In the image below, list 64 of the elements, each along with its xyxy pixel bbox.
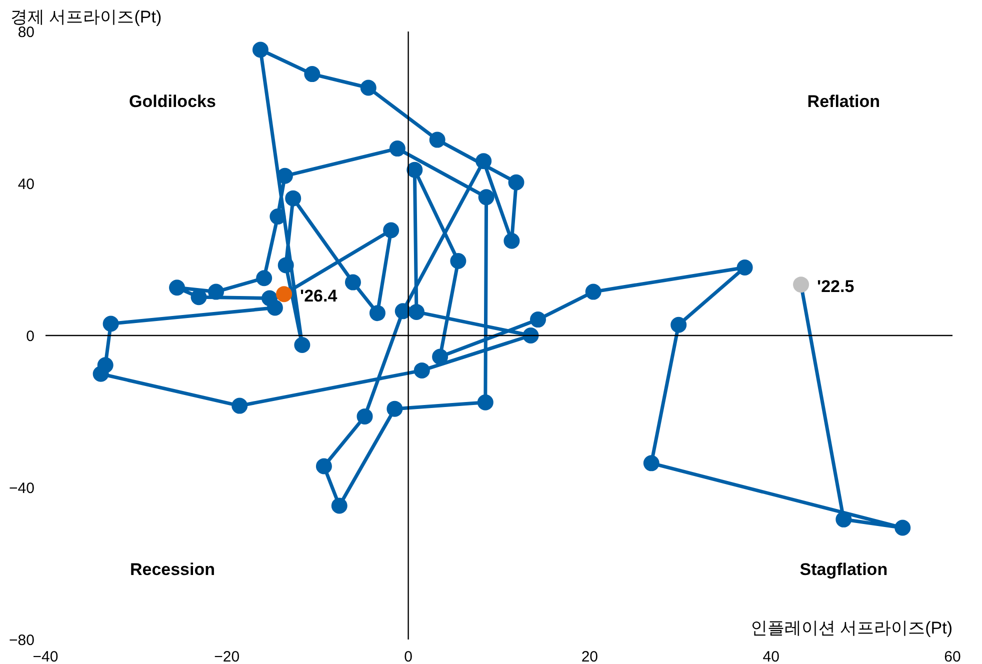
point <box>836 511 852 528</box>
point <box>736 259 753 276</box>
x-tick-label: −20 <box>214 648 240 664</box>
point <box>414 362 430 378</box>
point <box>894 520 911 536</box>
point <box>294 337 310 353</box>
x-tick-label: 20 <box>581 648 598 664</box>
point <box>208 284 224 300</box>
annotation: '22.5 <box>817 277 854 296</box>
point <box>169 280 186 296</box>
point <box>450 253 466 270</box>
y-tick-label: 0 <box>26 328 34 345</box>
point <box>278 257 294 274</box>
x-tick-label: 0 <box>404 648 412 664</box>
point <box>356 408 373 424</box>
point <box>522 328 539 344</box>
point <box>394 303 411 320</box>
annotation: Goldilocks <box>129 92 216 111</box>
point <box>429 132 446 148</box>
point <box>389 140 406 157</box>
point <box>232 398 248 414</box>
x-axis-title: 인플레이션 서프라이즈(Pt) <box>750 618 952 638</box>
y-tick-label: −40 <box>9 480 35 497</box>
point <box>432 348 448 365</box>
point <box>285 190 302 206</box>
point <box>252 42 268 58</box>
point <box>670 316 687 333</box>
x-tick-label: 60 <box>944 648 961 664</box>
point <box>530 312 546 328</box>
x-tick-label: −40 <box>32 648 58 664</box>
point <box>190 289 207 306</box>
point <box>316 458 332 474</box>
annotation: Reflation <box>807 92 880 111</box>
point <box>369 305 386 322</box>
point <box>476 153 492 170</box>
point <box>383 222 400 238</box>
point <box>270 208 286 225</box>
point <box>386 400 403 417</box>
y-axis-title: 경제 서프라이즈(Pt) <box>10 8 162 26</box>
point <box>344 274 361 290</box>
point <box>504 232 520 249</box>
point <box>304 66 320 82</box>
point <box>406 162 423 178</box>
point <box>360 80 376 96</box>
x-tick-label: 40 <box>762 648 780 664</box>
point <box>478 189 494 206</box>
point <box>508 174 524 190</box>
point <box>643 455 660 472</box>
annotation: '26.4 <box>300 286 338 306</box>
annotation: Recession <box>130 560 216 580</box>
point <box>585 284 602 300</box>
point <box>477 394 494 410</box>
point <box>262 290 278 306</box>
point <box>408 304 424 320</box>
point <box>331 498 348 514</box>
point <box>793 276 810 293</box>
point <box>97 357 114 374</box>
y-tick-label: 40 <box>18 176 35 193</box>
point <box>102 316 119 332</box>
point <box>276 286 292 302</box>
point <box>256 270 272 286</box>
y-tick-label: −80 <box>9 632 35 649</box>
y-tick-label: 80 <box>18 24 35 41</box>
annotation: Stagflation <box>800 560 888 580</box>
